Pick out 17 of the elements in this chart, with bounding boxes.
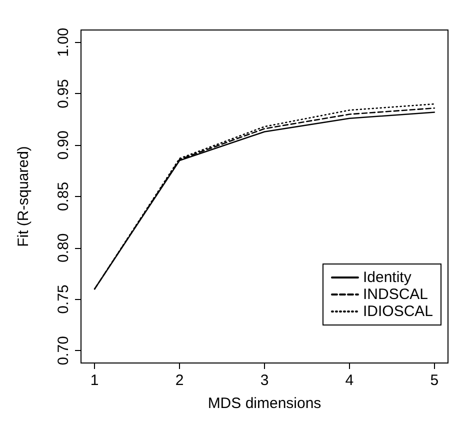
- y-tick-label: 0.70: [55, 336, 72, 366]
- y-axis-title: Fit (R-squared): [15, 146, 32, 247]
- y-tick-label: 0.85: [55, 182, 72, 212]
- y-tick-label: 0.95: [55, 79, 72, 108]
- x-tick-label: 3: [260, 372, 269, 389]
- legend-label: INDSCAL: [362, 286, 428, 303]
- x-tick-label: 2: [175, 372, 184, 389]
- legend-label: IDIOSCAL: [362, 303, 434, 320]
- y-tick-label: 0.80: [55, 233, 72, 262]
- x-axis-title: MDS dimensions: [208, 395, 322, 412]
- y-tick-label: 1.00: [55, 28, 72, 57]
- y-tick-label: 0.90: [55, 130, 72, 160]
- y-tick-label: 0.75: [55, 284, 72, 314]
- x-tick-label: 1: [90, 372, 99, 389]
- legend-label: Identity: [362, 269, 412, 286]
- x-tick-label: 4: [345, 372, 354, 389]
- x-tick-label: 5: [430, 372, 439, 389]
